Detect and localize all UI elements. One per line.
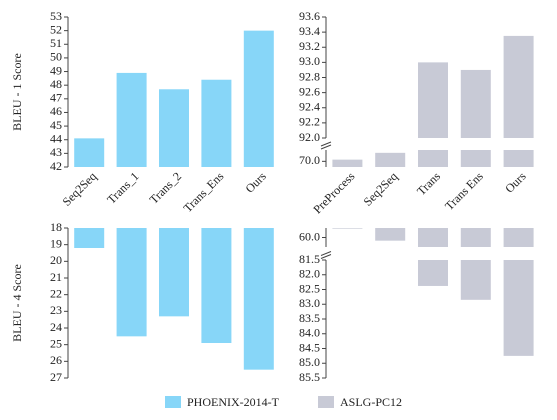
y-tick-label: 44 [50, 131, 62, 145]
y-tick-label: 23 [50, 303, 62, 317]
bar [116, 72, 147, 167]
bar [503, 260, 534, 356]
bar [201, 228, 232, 343]
y-tick-label: 60.0 [299, 229, 320, 243]
y-tick-label: 49 [50, 63, 62, 77]
y-tick-label: 93.6 [299, 9, 320, 23]
y-tick-label: 47 [50, 91, 62, 105]
y-tick-label: 27 [50, 370, 62, 384]
legend-swatch [165, 396, 181, 408]
y-tick-label: 43 [50, 145, 62, 159]
y-tick-label: 25 [50, 336, 62, 350]
bar [460, 69, 491, 138]
bar [159, 89, 189, 167]
y-axis-title: BLEU - 1 Score [10, 53, 24, 131]
bar [332, 159, 363, 167]
bar [503, 228, 534, 247]
bar [503, 35, 534, 138]
x-tick-label: Trans [414, 169, 443, 198]
y-tick-label: 26 [50, 353, 62, 367]
y-tick-label: 50 [50, 50, 62, 64]
y-tick-label: 93.2 [299, 39, 320, 53]
bar [116, 228, 147, 337]
x-tick-label: Seq2Seq [60, 169, 100, 209]
y-tick-label: 18 [50, 220, 62, 234]
y-axis-title: BLEU - 4 Score [10, 264, 24, 342]
y-tick-label: 84.5 [299, 340, 320, 354]
y-tick-label: 48 [50, 77, 62, 91]
y-tick-label: 46 [50, 104, 62, 118]
bar [375, 152, 406, 167]
y-tick-label: 93.4 [299, 24, 320, 38]
x-tick-label: Seq2Seq [361, 169, 401, 209]
bar [503, 150, 534, 167]
bar [418, 228, 448, 247]
bar [159, 228, 189, 317]
y-tick-label: 52 [50, 22, 62, 36]
y-tick-label: 82.5 [299, 281, 320, 295]
bar [460, 260, 491, 300]
bar [418, 150, 448, 167]
y-tick-label: 24 [50, 320, 62, 334]
y-tick-label: 21 [50, 270, 62, 284]
y-tick-label: 51 [50, 36, 62, 50]
y-tick-label: 20 [50, 253, 62, 267]
x-tick-label: Ours [242, 169, 269, 196]
y-tick-label: 42 [50, 159, 62, 173]
y-tick-label: 45 [50, 118, 62, 132]
x-tick-label: Trans Ens [442, 169, 486, 213]
y-tick-label: 19 [50, 236, 62, 250]
x-tick-label: PreProcess [310, 169, 357, 216]
bar [201, 79, 232, 167]
bar [418, 62, 448, 138]
y-tick-label: 92.2 [299, 115, 320, 129]
y-tick-label: 92.4 [299, 100, 320, 114]
legend-label: PHOENIX-2014-T [187, 395, 280, 409]
y-tick-label: 83.5 [299, 311, 320, 325]
bar [418, 260, 448, 286]
y-tick-label: 92.6 [299, 84, 320, 98]
bar [74, 138, 105, 167]
bar [243, 228, 274, 370]
x-tick-label: Trans_1 [104, 169, 141, 206]
bar [243, 30, 274, 167]
y-tick-label: 53 [50, 9, 62, 23]
x-tick-label: Ours [502, 169, 529, 196]
y-tick-label: 93.0 [299, 54, 320, 68]
bar [460, 228, 491, 247]
legend-swatch [318, 396, 334, 408]
legend-label: ASLG-PC12 [340, 395, 402, 409]
y-tick-label: 85.0 [299, 355, 320, 369]
y-tick-label: 81.5 [299, 252, 320, 266]
bar [74, 228, 105, 248]
y-tick-label: 82.0 [299, 267, 320, 281]
bar [460, 150, 491, 167]
axis-break [320, 251, 332, 259]
y-tick-label: 70.0 [299, 153, 320, 167]
x-tick-label: Trans_2 [147, 169, 184, 206]
axis-break [320, 141, 332, 150]
y-tick-label: 22 [50, 286, 62, 300]
x-tick-label: Trans_Ens [181, 169, 227, 215]
y-tick-label: 92.0 [299, 130, 320, 144]
y-tick-label: 83.0 [299, 296, 320, 310]
y-tick-label: 84.0 [299, 326, 320, 340]
y-tick-label: 92.8 [299, 69, 320, 83]
bar [332, 228, 363, 229]
y-tick-label: 85.5 [299, 370, 320, 384]
bar [375, 228, 406, 241]
